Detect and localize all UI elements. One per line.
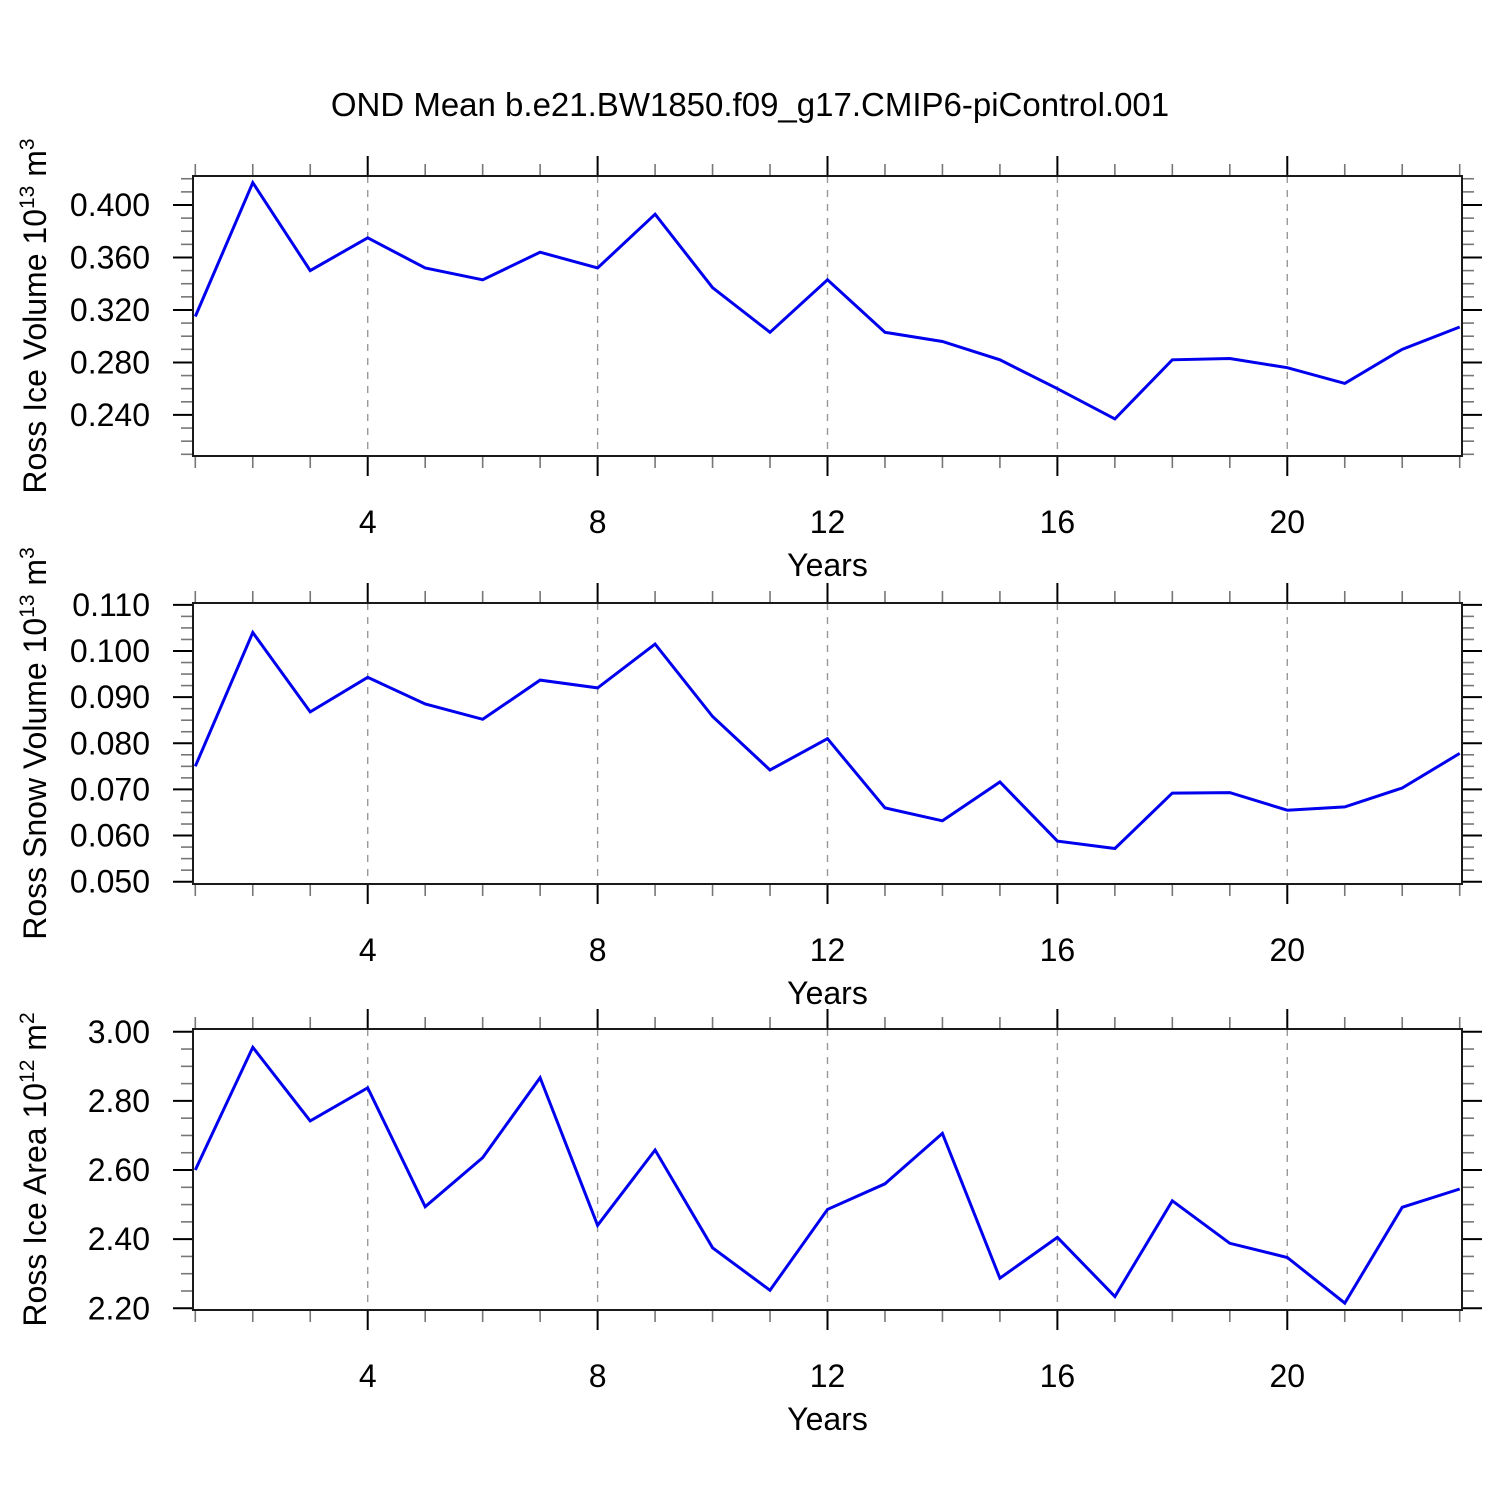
ross-ice-area-line bbox=[193, 1044, 1461, 1306]
x-tick-label: 16 bbox=[1040, 504, 1076, 540]
panel-ross-snow-volume: 0.050 0.060 0.070 0.080 0.090 0.100 0.110 4 8 12 1… bbox=[16, 547, 1482, 1011]
ross-ice-volume-line bbox=[193, 179, 1461, 421]
y-tick-label: 2.80 bbox=[88, 1083, 150, 1119]
y-tick-label: 0.320 bbox=[70, 292, 150, 328]
y-tick-label: 0.090 bbox=[70, 679, 150, 715]
x-axis-label: Years bbox=[787, 547, 868, 583]
x-tick-label: 4 bbox=[359, 504, 377, 540]
x-axis-label: Years bbox=[787, 975, 868, 1011]
y-tick-label: 3.00 bbox=[88, 1014, 150, 1050]
x-tick-label: 12 bbox=[810, 504, 846, 540]
y-tick-label: 0.050 bbox=[70, 864, 150, 900]
y-axis-label: Ross Snow Volume 1013 m3 bbox=[16, 547, 53, 940]
x-tick-label: 16 bbox=[1040, 932, 1076, 968]
y-tick-label: 2.40 bbox=[88, 1221, 150, 1257]
x-tick-label: 16 bbox=[1040, 1358, 1076, 1394]
y-tick-label: 0.110 bbox=[72, 587, 150, 623]
y-tick-label: 0.280 bbox=[70, 344, 150, 380]
x-tick-label: 8 bbox=[589, 504, 607, 540]
y-tick-label: 0.070 bbox=[70, 771, 150, 807]
x-tick-label: 4 bbox=[359, 1358, 377, 1394]
y-tick-label: 0.400 bbox=[70, 187, 150, 223]
y-axis-label: Ross Ice Volume 1013 m3 bbox=[16, 138, 53, 493]
plot-border bbox=[192, 602, 1463, 885]
y-tick-label: 0.060 bbox=[70, 818, 150, 854]
ross-snow-volume-line bbox=[193, 629, 1461, 851]
x-tick-label: 8 bbox=[589, 932, 607, 968]
y-tick-label: 0.240 bbox=[70, 397, 150, 433]
plot-border bbox=[192, 175, 1463, 457]
x-axis-label: Years bbox=[787, 1401, 868, 1437]
x-tick-label: 8 bbox=[589, 1358, 607, 1394]
y-axis-label: Ross Ice Area 1012 m2 bbox=[16, 1012, 53, 1326]
page-title: OND Mean b.e21.BW1850.f09_g17.CMIP6-piCo… bbox=[330, 86, 1170, 123]
x-tick-label: 20 bbox=[1269, 932, 1305, 968]
plot-border bbox=[192, 1028, 1463, 1311]
y-tick-label: 0.080 bbox=[70, 725, 150, 761]
x-tick-label: 12 bbox=[810, 1358, 846, 1394]
y-tick-label: 0.360 bbox=[70, 239, 150, 275]
y-tick-label: 2.60 bbox=[88, 1152, 150, 1188]
x-tick-label: 12 bbox=[810, 932, 846, 968]
x-tick-label: 4 bbox=[359, 932, 377, 968]
panel-ross-ice-volume: 0.240 0.280 0.320 0.360 0.400 4 8 12 16 20 Years Ro… bbox=[16, 138, 1482, 583]
x-tick-label: 20 bbox=[1269, 1358, 1305, 1394]
y-tick-label: 2.20 bbox=[88, 1290, 150, 1326]
panel-ross-ice-area: 2.20 2.40 2.60 2.80 3.00 4 8 12 16 20 Years Ross Ic… bbox=[16, 1009, 1482, 1437]
x-tick-label: 20 bbox=[1269, 504, 1305, 540]
y-tick-label: 0.100 bbox=[70, 633, 150, 669]
